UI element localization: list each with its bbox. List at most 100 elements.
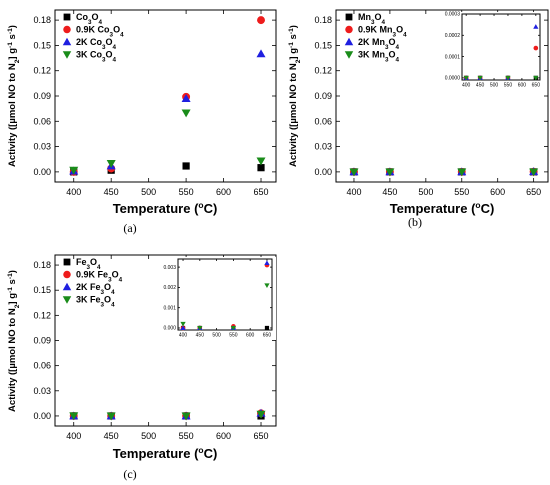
- panel-b-xtick-label: 500: [418, 187, 433, 197]
- panel-a-ytick-label: 0.18: [33, 15, 51, 25]
- panel-a-point-triangle-up: [181, 94, 191, 102]
- panel-a-legend-label: 2K Co3O4: [76, 37, 117, 51]
- panel-b-inset-point-triangle-down: [477, 75, 483, 81]
- panel-c-xtick-label: 650: [254, 431, 269, 441]
- panel-c-inset-xtick-label: 550: [229, 333, 238, 339]
- panel-c-xtick-label: 550: [179, 431, 194, 441]
- panel-a-ytick-label: 0.06: [33, 116, 51, 126]
- panel-c-legend-label: 3K Fe3O4: [76, 295, 115, 309]
- panel-c-inset-point-triangle-down: [230, 325, 237, 331]
- panel-c-inset-ytick-label: 0.001: [163, 305, 176, 311]
- panel-a-legend-swatch-square: [63, 13, 71, 21]
- panel-b-inset-xtick-label: 650: [532, 83, 541, 89]
- panel-b-legend-swatch-triangle-up: [344, 37, 354, 46]
- panel-b-inset-background: [444, 12, 544, 90]
- chart-panel-b: 400 450 500 550 600 650 0.00 0.03 0.06 0.09 0.12 0.…: [288, 9, 549, 216]
- panel-b-inset-point-triangle-down: [505, 75, 511, 81]
- panel-c-inset-xtick-label: 600: [246, 333, 255, 339]
- panel-a-xtick-label: 600: [216, 187, 231, 197]
- panel-b-ytick-label: 0.06: [314, 116, 332, 126]
- panel-b-ytick-label: 0.18: [314, 15, 332, 25]
- panel-c-ytick-label: 0.15: [33, 285, 51, 295]
- panel-b-inset-ytick-label: 0.0003: [445, 12, 461, 18]
- panel-b-legend-label: 0.9K Mn3O4: [358, 25, 407, 39]
- panel-c-xtick-label: 400: [66, 431, 81, 441]
- panel-b-inset-ytick-label: 0.0001: [445, 54, 461, 60]
- panel-c-inset-point-triangle-down: [264, 283, 270, 288]
- panel-caption-c: (c): [123, 467, 136, 481]
- panel-caption-b: (b): [408, 215, 422, 229]
- panel-c-point-triangle-down: [256, 410, 266, 419]
- panel-c-legend-label: 0.9K Fe3O4: [76, 270, 123, 284]
- panel-b-ytick-label: 0.15: [314, 40, 332, 50]
- panel-c-ytick-label: 0.00: [33, 411, 51, 421]
- panel-b-inset-xtick-label: 450: [476, 83, 485, 89]
- panel-c-point-triangle-down: [106, 412, 116, 421]
- panel-a-legend-swatch-triangle-down: [62, 51, 72, 59]
- panel-a-frame: [54, 9, 277, 183]
- panel-c-xtick-label: 500: [141, 431, 156, 441]
- panel-a-ytick-label: 0.15: [33, 40, 51, 50]
- panel-b-xtick-label: 450: [382, 187, 397, 197]
- panel-a-xtick-label: 550: [179, 187, 194, 197]
- panel-b-inset-point-triangle-up: [533, 24, 539, 29]
- panel-a-legend-label: 0.9K Co3O4: [76, 25, 124, 39]
- panel-a-point-square: [257, 164, 265, 172]
- panel-c-point-triangle-down: [181, 412, 191, 421]
- panel-b-legend-label: 2K Mn3O4: [358, 37, 400, 51]
- panel-a-point-triangle-up: [256, 49, 266, 58]
- panel-a-y-axis-title: Activity ([µmol NO to N2] g-1 s-1): [7, 25, 21, 167]
- chart-panel-a: 400 450 500 550 600 650 0.00 0.03 0.06 0.09 0.12 0.…: [7, 9, 277, 216]
- panel-c-inset-frame: [177, 258, 273, 331]
- panel-a-ytick-label: 0.00: [33, 167, 51, 177]
- panel-b-legend-swatch-circle: [345, 25, 353, 34]
- panel-c-inset-ytick-label: 0.000: [163, 326, 176, 332]
- panel-c-ytick-label: 0.12: [33, 310, 51, 320]
- panel-c-inset: 400 450 500 550 600 650 0.000 0.001 0.002 0.003: [160, 257, 276, 340]
- panel-c-point-triangle-down: [69, 412, 79, 421]
- panel-b-inset-frame: [461, 13, 541, 81]
- panel-b-inset-xtick-label: 500: [490, 83, 499, 89]
- panel-c-inset-xtick-label: 650: [263, 333, 272, 339]
- panel-b-inset-ytick-label: 0.0000: [445, 76, 461, 82]
- panel-a-point-triangle-down: [69, 166, 79, 175]
- panel-c-inset-xtick-label: 400: [179, 333, 188, 339]
- panel-c-inset-point-triangle-up: [180, 325, 186, 330]
- panel-b-inset-point-triangle-down: [533, 75, 539, 81]
- panel-b-legend-label: Mn3O4: [358, 12, 386, 26]
- panel-c-xtick-label: 600: [216, 431, 231, 441]
- panel-a-legend-swatch-triangle-up: [62, 37, 72, 46]
- panel-b-xtick-label: 600: [490, 187, 505, 197]
- panel-b-ytick-label: 0.12: [314, 66, 332, 76]
- panel-a-ytick-label: 0.12: [33, 66, 51, 76]
- panel-b-ytick-label: 0.00: [314, 167, 332, 177]
- panel-b-point-triangle-down: [349, 168, 359, 177]
- chart-panel-c: 400 450 500 550 600 650 0.00 0.03 0.06 0.09 0.12 0.…: [7, 254, 277, 461]
- panel-b-inset-point-circle: [533, 45, 539, 51]
- panel-c-inset-point-square: [264, 325, 270, 331]
- panel-a-xtick-label: 650: [254, 187, 269, 197]
- panel-a-point-triangle-down: [106, 160, 116, 168]
- panel-c-legend-label: Fe3O4: [76, 257, 101, 271]
- panel-c-x-axis-title: Temperature (oC): [113, 445, 218, 461]
- panel-a-legend-label: 3K Co3O4: [76, 50, 117, 64]
- panel-c-legend-swatch-triangle-down: [62, 296, 72, 304]
- panel-c-inset-background: [160, 257, 276, 340]
- panel-b-inset-xtick-label: 550: [504, 83, 513, 89]
- panel-c-legend-swatch-circle: [63, 270, 71, 279]
- panel-b-ytick-label: 0.09: [314, 91, 332, 101]
- panel-a-ytick-label: 0.09: [33, 91, 51, 101]
- panel-c-legend-label: 2K Fe3O4: [76, 282, 115, 296]
- panel-b-ytick-label: 0.03: [314, 142, 332, 152]
- panel-c-inset-point-triangle-down: [180, 321, 186, 327]
- panel-c-inset-point-triangle-up: [264, 260, 270, 266]
- panel-a-ytick-label: 0.03: [33, 142, 51, 152]
- panel-a-xtick-label: 400: [66, 187, 81, 197]
- panel-b-x-axis-title: Temperature (oC): [390, 200, 495, 216]
- panel-a-legend-swatch-circle: [63, 25, 71, 34]
- panel-c-legend-swatch-triangle-up: [62, 282, 72, 291]
- panel-b-legend-swatch-square: [345, 13, 353, 21]
